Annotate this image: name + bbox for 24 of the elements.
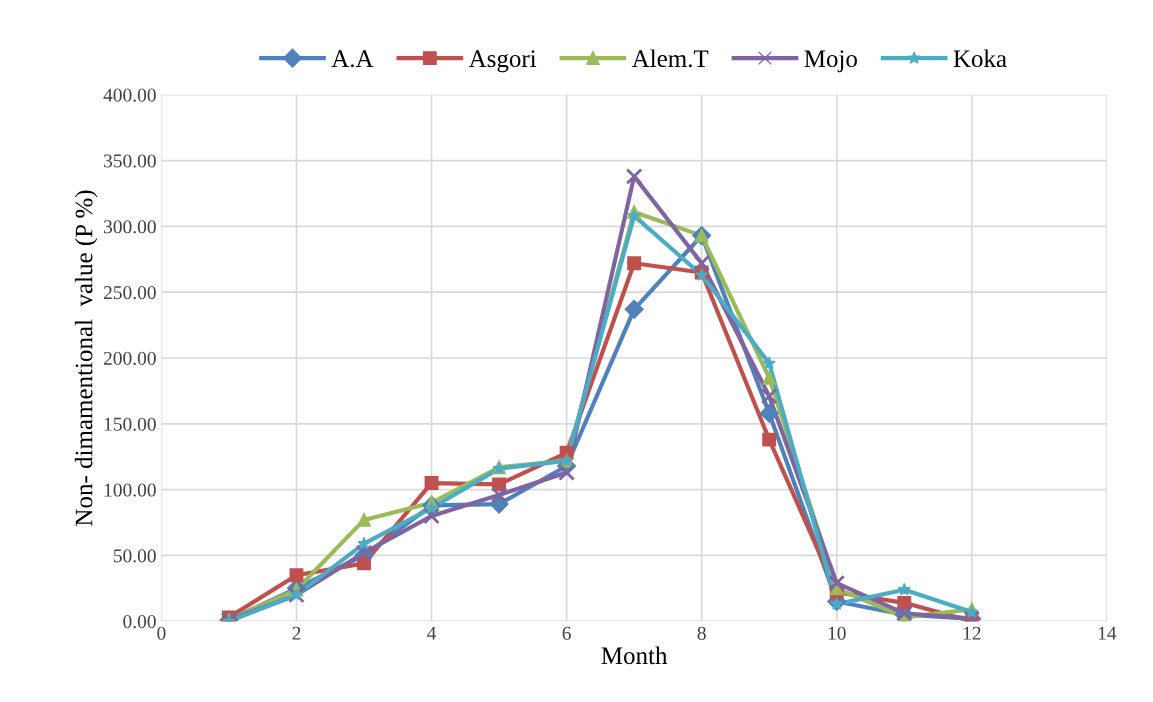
- legend-label: A.A: [331, 50, 374, 68]
- legend-label: Koka: [953, 49, 1007, 68]
- y-tick-label: 50.00: [113, 549, 156, 563]
- y-tick-label: 200.00: [103, 351, 156, 366]
- x-tick-label: 4: [427, 626, 437, 640]
- x-tick-label: 8: [697, 626, 706, 640]
- y-tick-label: 350.00: [104, 154, 156, 168]
- x-tick-label: 14: [1098, 626, 1117, 640]
- x-axis-title: Month: [601, 646, 668, 665]
- x-tick-label: 0: [157, 626, 166, 640]
- y-tick-label: 250.00: [103, 286, 156, 300]
- y-tick-label: 100.00: [104, 483, 156, 497]
- x-tick-label: 6: [562, 626, 571, 640]
- y-tick-label: 400.00: [103, 88, 156, 102]
- x-tick-label: 10: [828, 626, 846, 640]
- y-tick-label: 300.00: [104, 220, 156, 234]
- x-tick-label: 12: [963, 626, 981, 640]
- y-tick-label: 150.00: [104, 417, 156, 431]
- legend-label: Asgori: [468, 50, 537, 73]
- x-tick-label: 2: [292, 626, 301, 640]
- legend-label: Alem.T: [631, 49, 709, 68]
- y-tick-label: 0.00: [123, 615, 156, 629]
- y-axis-title: Non- dimamentional value (P %): [74, 190, 98, 526]
- legend-label: Mojo: [804, 50, 857, 73]
